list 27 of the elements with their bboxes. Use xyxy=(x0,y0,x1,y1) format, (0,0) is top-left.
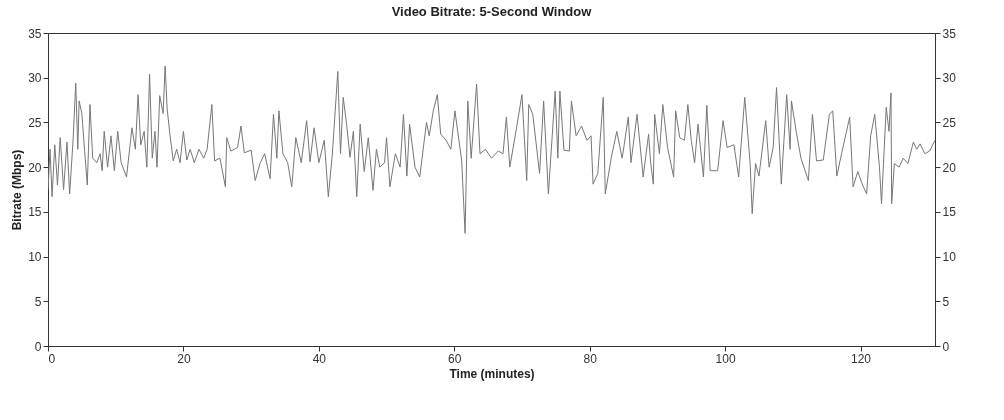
y-tick-label: 35 xyxy=(28,26,42,41)
chart-title: Video Bitrate: 5-Second Window xyxy=(391,4,593,19)
y-tick-label: 20 xyxy=(28,160,42,175)
y2-tick-label: 35 xyxy=(942,26,957,41)
x-tick-label: 40 xyxy=(312,351,327,366)
x-tick-label: 80 xyxy=(583,351,598,366)
x-tick-label: 60 xyxy=(448,351,462,366)
y2-tick-label: 0 xyxy=(942,339,950,354)
y2-tick-label: 15 xyxy=(942,205,957,220)
x-axis-title: Time (minutes) xyxy=(449,366,535,381)
x-tick-label: 100 xyxy=(715,351,736,366)
y2-tick-label: 10 xyxy=(942,250,957,265)
x-tick-label: 20 xyxy=(177,351,191,366)
y2-tick-label: 25 xyxy=(942,115,957,130)
y-tick-label: 0 xyxy=(34,339,42,354)
y-tick-label: 10 xyxy=(28,250,42,265)
y-tick-label: 30 xyxy=(28,71,42,86)
y2-tick-label: 5 xyxy=(942,294,950,309)
y-tick-label: 5 xyxy=(34,294,42,309)
y-axis-title: Bitrate (Mbps) xyxy=(10,149,25,231)
x-tick-label: 120 xyxy=(851,351,872,366)
y-tick-label: 25 xyxy=(28,115,42,130)
line-series xyxy=(48,65,935,234)
y2-tick-label: 30 xyxy=(942,71,957,86)
y2-tick-label: 20 xyxy=(942,160,957,175)
x-tick-label: 0 xyxy=(48,351,56,366)
y-tick-label: 15 xyxy=(28,205,42,220)
